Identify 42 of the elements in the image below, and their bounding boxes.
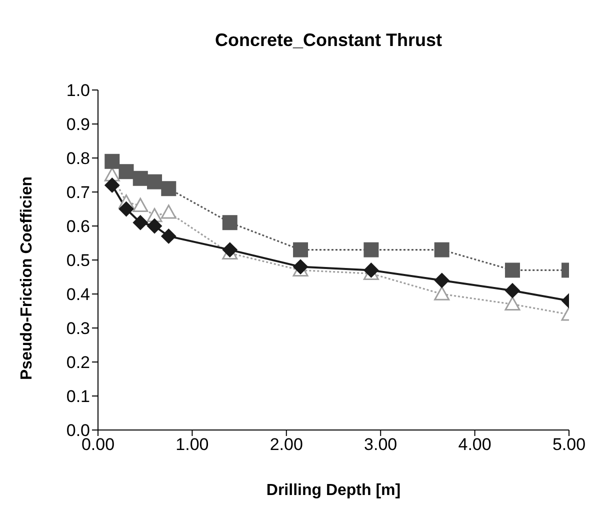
- point: [147, 218, 162, 234]
- x-axis-title: Drilling Depth [m]: [266, 482, 401, 499]
- point: [118, 202, 134, 216]
- point: [434, 272, 450, 288]
- point: [132, 215, 148, 230]
- point: [504, 296, 520, 311]
- point: [222, 242, 238, 258]
- point: [434, 286, 450, 300]
- x-tick-label: 3.00: [364, 435, 398, 454]
- y-axis-title: Pseudo-Friction Coefficien: [18, 176, 36, 380]
- y-tick-label: 1.0: [66, 81, 90, 100]
- y-tick-label: 0.2: [66, 353, 90, 372]
- point: [161, 228, 176, 244]
- point: [118, 164, 134, 180]
- y-tick-label: 0.7: [66, 183, 90, 202]
- chart-title: Concrete_Constant Thrust: [214, 29, 444, 52]
- y-tick-label: 0.6: [66, 217, 90, 236]
- point: [161, 181, 176, 196]
- point: [504, 262, 520, 278]
- point: [364, 242, 379, 258]
- point: [222, 215, 238, 230]
- x-tick-label: 2.00: [270, 435, 303, 454]
- y-tick-label: 0.3: [66, 319, 90, 338]
- point: [160, 204, 176, 219]
- point: [293, 242, 308, 258]
- point: [104, 154, 120, 169]
- y-tick-label: 0.4: [66, 285, 90, 304]
- y-tick-label: 0.1: [66, 387, 90, 406]
- x-tick-label: 4.00: [458, 435, 492, 454]
- point: [364, 262, 379, 278]
- point: [293, 259, 308, 274]
- y-tick-label: 0.5: [66, 251, 90, 270]
- point: [504, 283, 520, 298]
- x-tick-label: 5.00: [552, 435, 586, 454]
- point: [147, 174, 162, 190]
- point: [434, 242, 450, 258]
- x-tick-label: 1.00: [176, 435, 209, 454]
- point: [104, 178, 120, 193]
- y-tick-label: 0.9: [66, 115, 90, 134]
- point: [132, 198, 148, 212]
- y-tick-label: 0.8: [66, 149, 90, 168]
- x-tick-label: 0.00: [81, 435, 115, 454]
